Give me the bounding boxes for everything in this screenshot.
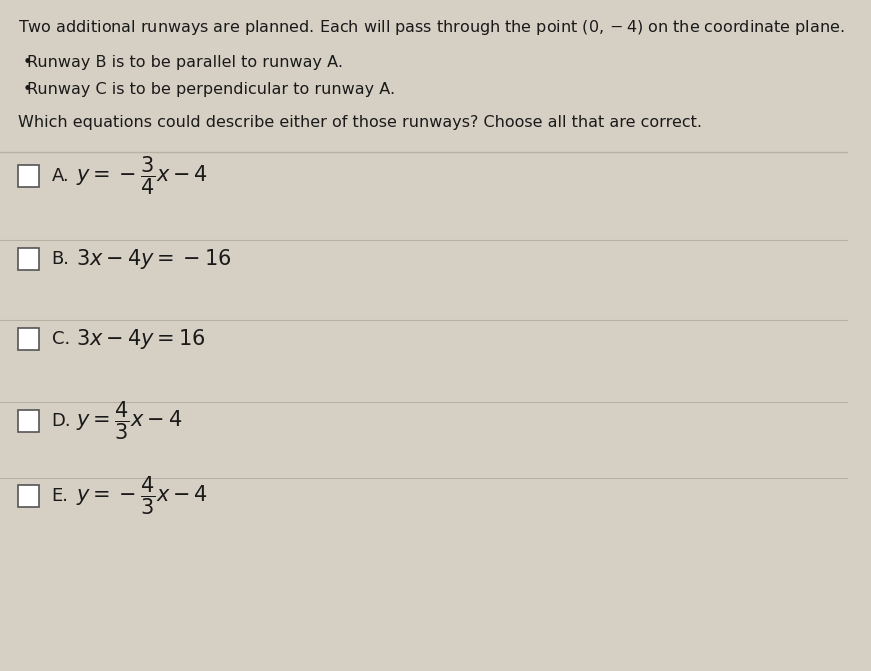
Text: $y = -\dfrac{4}{3}x - 4$: $y = -\dfrac{4}{3}x - 4$ bbox=[76, 475, 208, 517]
Text: $3x - 4y = -16$: $3x - 4y = -16$ bbox=[76, 247, 232, 271]
Text: •: • bbox=[23, 82, 31, 97]
Text: B.: B. bbox=[51, 250, 70, 268]
FancyBboxPatch shape bbox=[17, 248, 39, 270]
Text: A.: A. bbox=[51, 167, 70, 185]
FancyBboxPatch shape bbox=[17, 410, 39, 432]
Text: $y = -\dfrac{3}{4}x - 4$: $y = -\dfrac{3}{4}x - 4$ bbox=[76, 155, 208, 197]
Text: •: • bbox=[23, 55, 31, 70]
Text: Which equations could describe either of those runways? Choose all that are corr: Which equations could describe either of… bbox=[17, 115, 701, 130]
FancyBboxPatch shape bbox=[17, 328, 39, 350]
Text: E.: E. bbox=[51, 487, 69, 505]
Text: $3x - 4y = 16$: $3x - 4y = 16$ bbox=[76, 327, 206, 351]
FancyBboxPatch shape bbox=[17, 485, 39, 507]
FancyBboxPatch shape bbox=[17, 165, 39, 187]
Text: Runway B is to be parallel to runway A.: Runway B is to be parallel to runway A. bbox=[27, 55, 343, 70]
Text: $y = \dfrac{4}{3}x - 4$: $y = \dfrac{4}{3}x - 4$ bbox=[76, 400, 182, 442]
Text: Two additional runways are planned. Each will pass through the point $(0, -4)$ o: Two additional runways are planned. Each… bbox=[17, 18, 844, 37]
Text: Runway C is to be perpendicular to runway A.: Runway C is to be perpendicular to runwa… bbox=[27, 82, 395, 97]
Text: C.: C. bbox=[51, 330, 70, 348]
Text: D.: D. bbox=[51, 412, 71, 430]
